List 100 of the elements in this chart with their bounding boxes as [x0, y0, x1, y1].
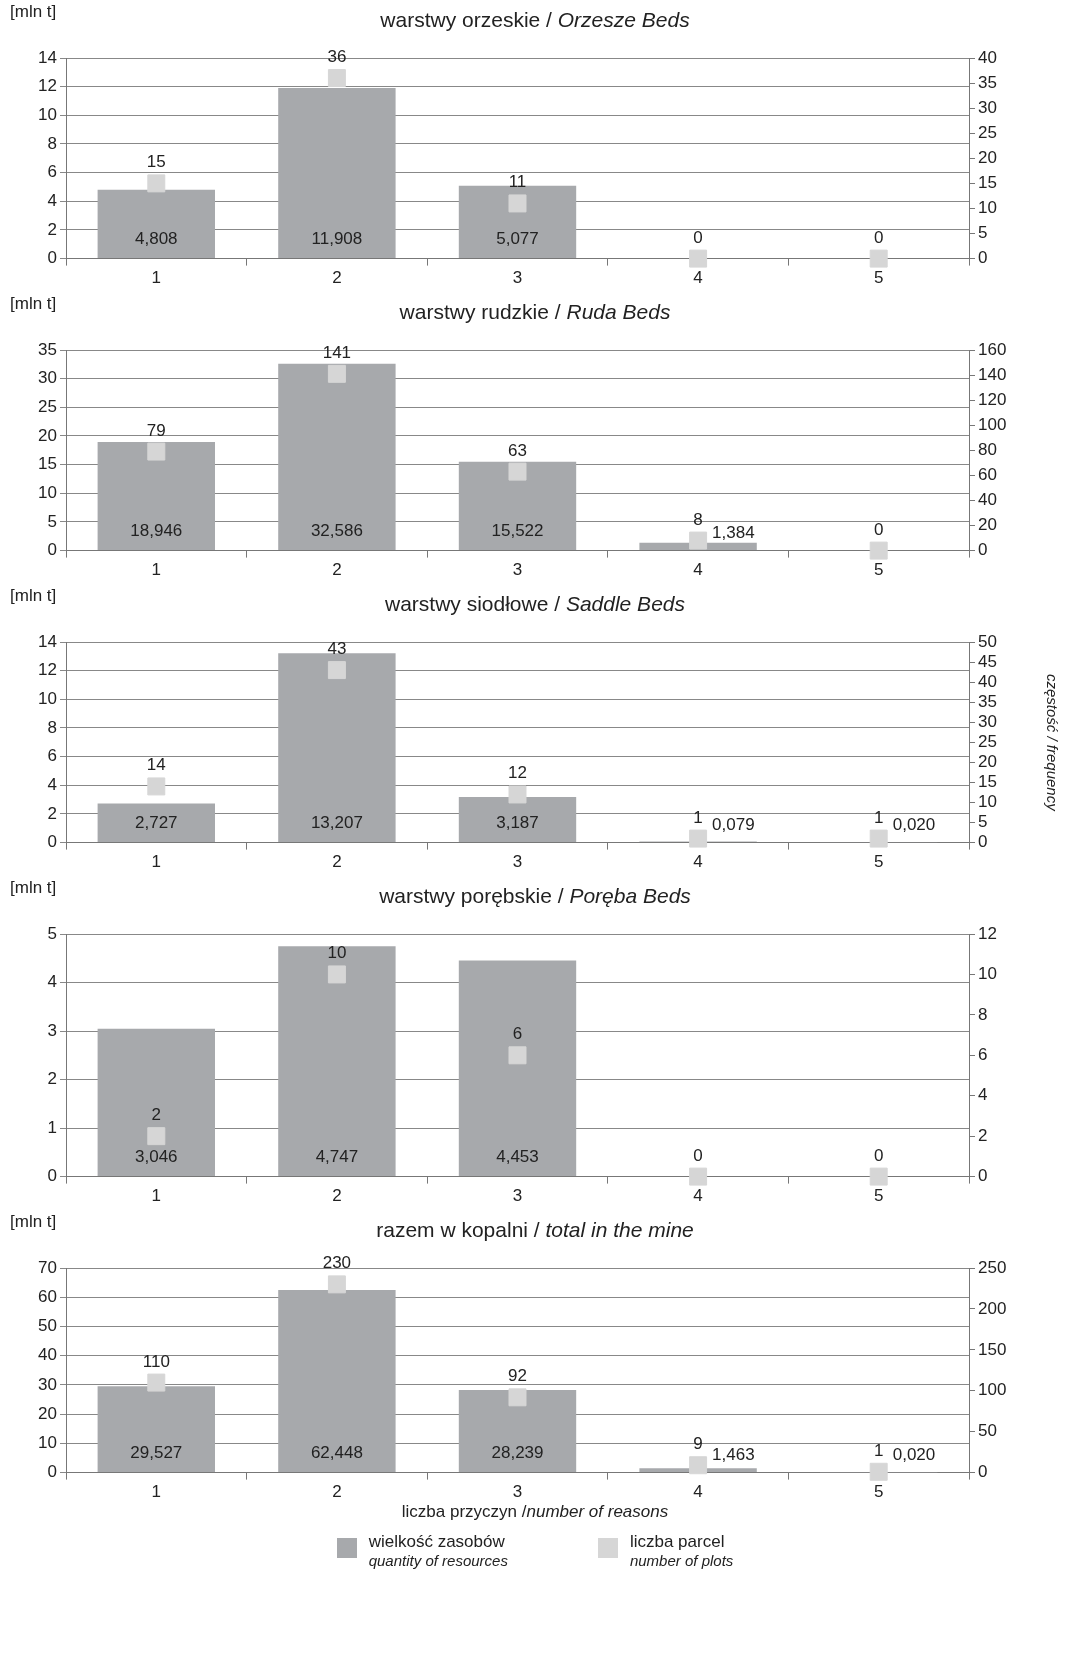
data-label: 18,946: [130, 521, 183, 541]
x-tick-label: 5: [873, 1482, 884, 1502]
bar: [97, 1028, 215, 1177]
data-label: 1,463: [712, 1445, 755, 1465]
y2-tick-label: 160: [978, 339, 1007, 359]
point: [508, 1388, 527, 1407]
point: [689, 829, 708, 848]
point: [508, 462, 527, 481]
y2-tick-label: 200: [978, 1298, 1007, 1318]
y2-tick-label: 0: [978, 832, 988, 852]
data-label: 43: [327, 639, 347, 659]
y-tick-label: 3: [47, 1020, 57, 1040]
point: [689, 1167, 708, 1186]
y-tick-label: 35: [38, 339, 57, 359]
y-tick-label: 4: [47, 190, 57, 210]
y2-tick-label: 250: [978, 1257, 1007, 1277]
point: [327, 364, 346, 383]
point: [147, 174, 166, 193]
point: [689, 1456, 708, 1475]
data-label: 1,384: [712, 523, 755, 543]
y2-tick-label: 150: [978, 1339, 1007, 1359]
data-label: 0: [693, 1145, 703, 1165]
y2-tick-label: 120: [978, 389, 1007, 409]
x-tick-label: 1: [151, 560, 162, 580]
y-tick-label: 10: [38, 1433, 57, 1453]
y2-tick-label: 5: [978, 223, 988, 243]
x-tick-label: 3: [512, 268, 523, 288]
x-tick-label: 2: [332, 268, 342, 288]
y-tick-label: 70: [38, 1257, 57, 1277]
y-tick-label: 0: [47, 1462, 57, 1482]
y-tick-label: 6: [47, 746, 57, 766]
legend-label: liczba parcel number of plots: [629, 1532, 734, 1569]
y2-tick-label: 45: [978, 651, 997, 671]
y-tick-label: 20: [38, 425, 57, 445]
bar: [458, 796, 577, 843]
y2-tick-label: 60: [978, 465, 997, 485]
x-tick-label: 4: [693, 560, 703, 580]
data-label: 6: [512, 1024, 523, 1044]
data-label: 1: [693, 807, 703, 827]
bar: [97, 803, 215, 843]
data-label: 15: [146, 152, 166, 172]
y2-tick-label: 50: [978, 631, 997, 651]
y-tick-label: 60: [38, 1286, 57, 1306]
y-tick-label: 14: [38, 631, 57, 651]
data-label: 4,747: [315, 1147, 359, 1167]
x-tick-label: 3: [512, 852, 523, 872]
chart-title: warstwy orzeskie / Orzesze Beds: [380, 8, 690, 31]
y2-tick-label: 10: [978, 792, 997, 812]
bar: [278, 946, 396, 1177]
point: [327, 69, 346, 88]
x-tick-label: 2: [332, 852, 342, 872]
data-label: 0: [873, 1145, 884, 1165]
data-label: 1: [873, 807, 884, 827]
y2-tick-label: 140: [978, 364, 1007, 384]
data-label: 36: [327, 47, 347, 67]
point: [147, 777, 166, 796]
data-label: 4,453: [496, 1147, 539, 1167]
y-tick-label: 10: [38, 689, 57, 708]
y2-tick-label: 0: [978, 540, 988, 560]
y2-tick-label: 100: [978, 1380, 1007, 1400]
point: [508, 194, 527, 213]
y-tick-label: 15: [38, 454, 57, 474]
point: [508, 1046, 527, 1065]
y-tick-label: 0: [47, 1166, 57, 1186]
point: [147, 1373, 166, 1392]
data-label: 3,046: [135, 1147, 178, 1167]
point: [869, 829, 888, 848]
data-label: 4,808: [135, 229, 178, 249]
data-label: 79: [146, 420, 166, 440]
y-tick-label: 8: [47, 717, 57, 737]
y2-tick-label: 5: [978, 812, 988, 832]
x-tick-label: 3: [512, 1186, 523, 1206]
data-label: 5,077: [496, 229, 539, 249]
data-label: 0,020: [892, 1445, 936, 1465]
bar: [97, 1386, 215, 1473]
bar: [278, 363, 396, 551]
data-label: 3,187: [496, 813, 539, 833]
y2-tick-label: 2: [978, 1125, 988, 1145]
data-label: 2,727: [135, 813, 178, 833]
bar: [458, 1390, 577, 1473]
y-axis-title: [mln t]: [10, 294, 57, 314]
y-tick-label: 0: [47, 248, 57, 268]
data-label: 14: [146, 755, 166, 775]
data-label: 13,207: [310, 813, 363, 833]
point: [689, 249, 708, 268]
x-tick-label: 4: [693, 1186, 703, 1206]
y2-tick-label: 10: [978, 964, 997, 984]
y2-tick-label: 20: [978, 752, 997, 772]
chart-title: warstwy porębskie / Poręba Beds: [379, 884, 691, 907]
data-label: 15,522: [491, 521, 544, 541]
chart-title: warstwy siodłowe / Saddle Beds: [385, 592, 685, 615]
y-tick-label: 8: [47, 133, 57, 153]
data-label: 0: [693, 227, 703, 247]
y-tick-label: 2: [47, 803, 57, 823]
x-axis-title: liczba przyczyn /number of reasons: [400, 1502, 670, 1522]
x-tick-label: 5: [873, 1186, 884, 1206]
y-tick-label: 12: [38, 76, 57, 96]
y2-axis-title: częstość / frequency: [1043, 673, 1061, 813]
x-tick-label: 5: [873, 852, 884, 872]
data-label: 0: [873, 519, 884, 539]
